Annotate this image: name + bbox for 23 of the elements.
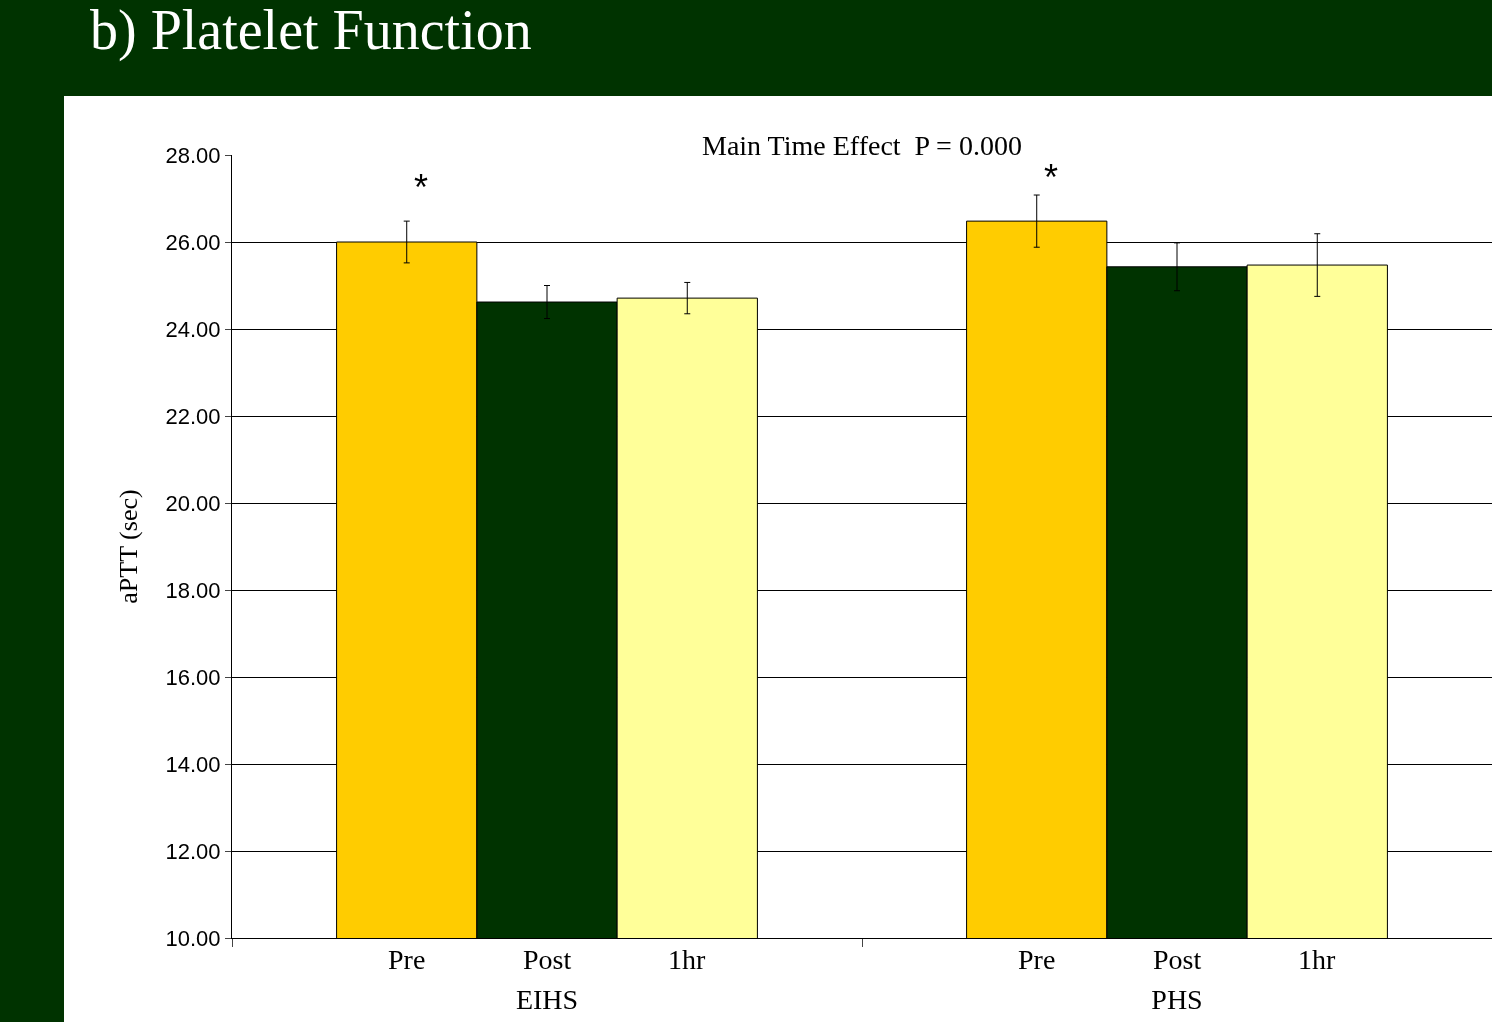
text: Post bbox=[1153, 944, 1202, 975]
x-tick-label: EIHS bbox=[515, 984, 579, 1015]
y-tick-label: 14.00 bbox=[165, 751, 221, 777]
y-tick-label: 20.00 bbox=[165, 490, 221, 516]
x-tick-label: PHS bbox=[1151, 984, 1203, 1015]
annotation: * bbox=[1044, 157, 1059, 198]
text: 1hr bbox=[668, 944, 706, 975]
y-tick-label: 26.00 bbox=[165, 229, 221, 255]
y-axis-title: aPTT (sec) bbox=[113, 489, 143, 604]
y-tick-label: 16.00 bbox=[165, 664, 221, 690]
chart-title: b) Platelet Function bbox=[90, 0, 532, 63]
y-tick-label: 12.00 bbox=[165, 838, 221, 864]
y-tick-label: 18.00 bbox=[165, 577, 221, 603]
series-label: Pre bbox=[1018, 944, 1056, 975]
annotation: * bbox=[414, 167, 429, 208]
y-tick-label: 24.00 bbox=[165, 316, 221, 342]
y-tick-label: 28.00 bbox=[165, 142, 221, 168]
y-tick-label: 10.00 bbox=[165, 925, 221, 951]
annotation: Main Time Effect P = 0.000 bbox=[702, 130, 1022, 161]
series-label: Post bbox=[523, 944, 572, 975]
y-tick-label: 22.00 bbox=[165, 403, 221, 429]
series-label: 1hr bbox=[1298, 944, 1336, 975]
text: Pre bbox=[388, 944, 426, 975]
